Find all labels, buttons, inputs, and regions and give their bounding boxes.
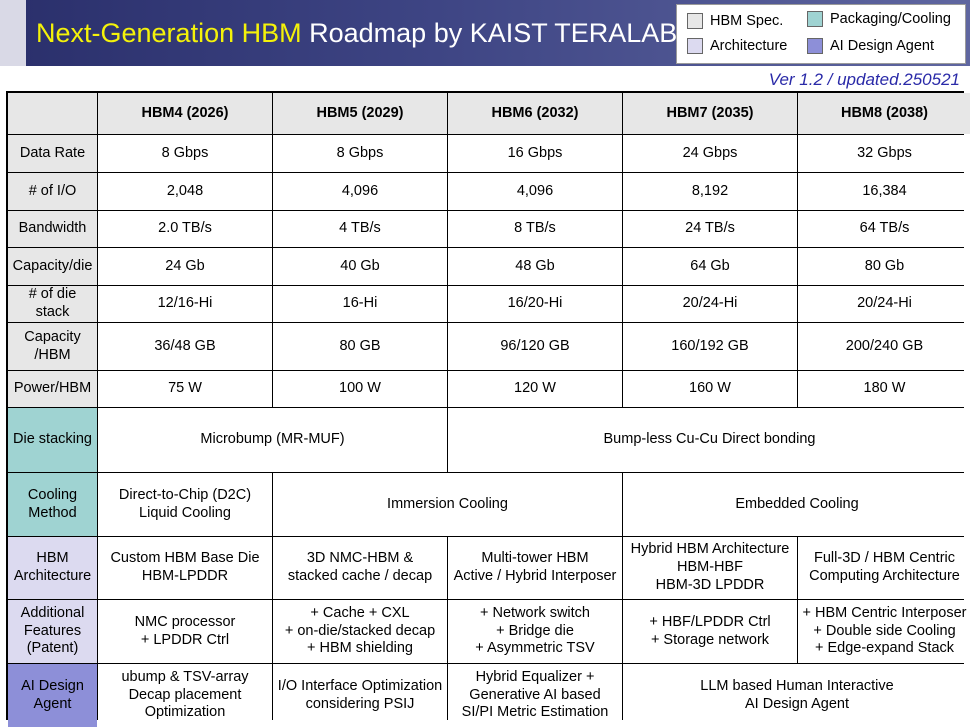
row-label-bandwidth: Bandwidth	[8, 211, 97, 247]
legend-swatch-packaging	[807, 11, 823, 27]
table-cell: 40 Gb	[273, 248, 447, 285]
version-label: Ver 1.2 / updated.250521	[768, 70, 960, 89]
table-cell: + Cache + CXL + on-die/stacked decap + H…	[273, 600, 447, 663]
legend-label: AI Design Agent	[830, 38, 934, 54]
table-cell: + HBM Centric Interposer + Double side C…	[798, 600, 970, 663]
table-cell: 96/120 GB	[448, 323, 622, 370]
title-accent: Next-Generation HBM	[36, 18, 302, 48]
table-cell: 160 W	[623, 371, 797, 407]
table-cell: + HBF/LPDDR Ctrl + Storage network	[623, 600, 797, 663]
table-cell: 16/20-Hi	[448, 286, 622, 322]
table-cell: Hybrid Equalizer + Generative AI based S…	[448, 664, 622, 727]
table-cell: Custom HBM Base Die HBM-LPDDR	[98, 537, 272, 599]
table-cell: 24 TB/s	[623, 211, 797, 247]
table-cell: 16 Gbps	[448, 135, 622, 172]
row-label-capacity-hbm: Capacity /HBM	[8, 323, 97, 370]
row-label-io: # of I/O	[8, 173, 97, 210]
die-stacking-microbump: Microbump (MR-MUF)	[98, 408, 447, 472]
table-cell: 12/16-Hi	[98, 286, 272, 322]
table-cell: 24 Gb	[98, 248, 272, 285]
table-cell: 3D NMC-HBM & stacked cache / decap	[273, 537, 447, 599]
die-stacking-cu-cu: Bump-less Cu-Cu Direct bonding	[448, 408, 970, 472]
legend-label: Architecture	[710, 38, 788, 54]
table-cell: Full-3D / HBM Centric Computing Architec…	[798, 537, 970, 599]
table-cell: 200/240 GB	[798, 323, 970, 370]
legend-item-packaging: Packaging/Cooling	[807, 11, 951, 27]
table-cell: 8 Gbps	[98, 135, 272, 172]
row-label-architecture: HBM Architecture	[8, 537, 97, 599]
table-cell: 64 TB/s	[798, 211, 970, 247]
row-label-ai-agent: AI Design Agent	[8, 664, 97, 727]
table-cell: 16-Hi	[273, 286, 447, 322]
table-cell: 4,096	[273, 173, 447, 210]
table-cell: 16,384	[798, 173, 970, 210]
corner-cell	[8, 93, 97, 134]
column-header: HBM4 (2026)	[98, 93, 272, 134]
table-cell: NMC processor + LPDDR Ctrl	[98, 600, 272, 663]
table-cell: I/O Interface Optimization considering P…	[273, 664, 447, 727]
table-cell: 20/24-Hi	[623, 286, 797, 322]
legend-swatch-architecture	[687, 38, 703, 54]
row-label-die-stacking: Die stacking	[8, 408, 97, 472]
column-header: HBM8 (2038)	[798, 93, 970, 134]
table-cell: Hybrid HBM Architecture HBM-HBF HBM-3D L…	[623, 537, 797, 599]
table-cell: 8 Gbps	[273, 135, 447, 172]
row-label-cooling: Cooling Method	[8, 473, 97, 536]
legend-label: Packaging/Cooling	[830, 11, 951, 27]
banner-accent-strip	[0, 0, 26, 66]
row-label-die-stack: # of die stack	[8, 286, 97, 322]
table-cell: 120 W	[448, 371, 622, 407]
cooling-immersion: Immersion Cooling	[273, 473, 622, 536]
table-cell: Multi-tower HBM Active / Hybrid Interpos…	[448, 537, 622, 599]
table-cell: LLM based Human Interactive AI Design Ag…	[623, 664, 970, 727]
legend-item-spec: HBM Spec.	[687, 13, 783, 29]
table-cell: 100 W	[273, 371, 447, 407]
legend-item-architecture: Architecture	[687, 38, 787, 54]
table-cell: 180 W	[798, 371, 970, 407]
table-cell: 80 GB	[273, 323, 447, 370]
table-cell: 80 Gb	[798, 248, 970, 285]
table-cell: 160/192 GB	[623, 323, 797, 370]
page-title: Next-Generation HBM Roadmap by KAIST TER…	[36, 18, 677, 49]
cooling-embedded: Embedded Cooling	[623, 473, 970, 536]
table-cell: 24 Gbps	[623, 135, 797, 172]
table-cell: 36/48 GB	[98, 323, 272, 370]
table-cell: 4,096	[448, 173, 622, 210]
table-cell: 75 W	[98, 371, 272, 407]
table-cell: + Network switch + Bridge die + Asymmetr…	[448, 600, 622, 663]
column-header: HBM6 (2032)	[448, 93, 622, 134]
table-cell: 2,048	[98, 173, 272, 210]
legend-swatch-ai	[807, 38, 823, 54]
table-cell: 48 Gb	[448, 248, 622, 285]
roadmap-table: HBM4 (2026) HBM5 (2029) HBM6 (2032) HBM7…	[6, 91, 970, 727]
table-cell: 32 Gbps	[798, 135, 970, 172]
row-label-features: Additional Features (Patent)	[8, 600, 97, 663]
table-cell: 20/24-Hi	[798, 286, 970, 322]
table-cell: 8 TB/s	[448, 211, 622, 247]
table-cell: 2.0 TB/s	[98, 211, 272, 247]
column-header: HBM7 (2035)	[623, 93, 797, 134]
cooling-d2c: Direct-to-Chip (D2C) Liquid Cooling	[98, 473, 272, 536]
title-rest: Roadmap by KAIST TERALAB	[309, 18, 678, 48]
row-label-power: Power/HBM	[8, 371, 97, 407]
row-label-data-rate: Data Rate	[8, 135, 97, 172]
legend-item-ai: AI Design Agent	[807, 38, 934, 54]
column-header: HBM5 (2029)	[273, 93, 447, 134]
table-cell: ubump & TSV-array Decap placement Optimi…	[98, 664, 272, 727]
title-banner: Next-Generation HBM Roadmap by KAIST TER…	[0, 0, 970, 66]
table-cell: 4 TB/s	[273, 211, 447, 247]
table-cell: 8,192	[623, 173, 797, 210]
legend-label: HBM Spec.	[710, 13, 784, 29]
row-label-capacity-die: Capacity/die	[8, 248, 97, 285]
legend-swatch-spec	[687, 13, 703, 29]
table-cell: 64 Gb	[623, 248, 797, 285]
legend: HBM Spec. Packaging/Cooling Architecture…	[676, 4, 966, 64]
